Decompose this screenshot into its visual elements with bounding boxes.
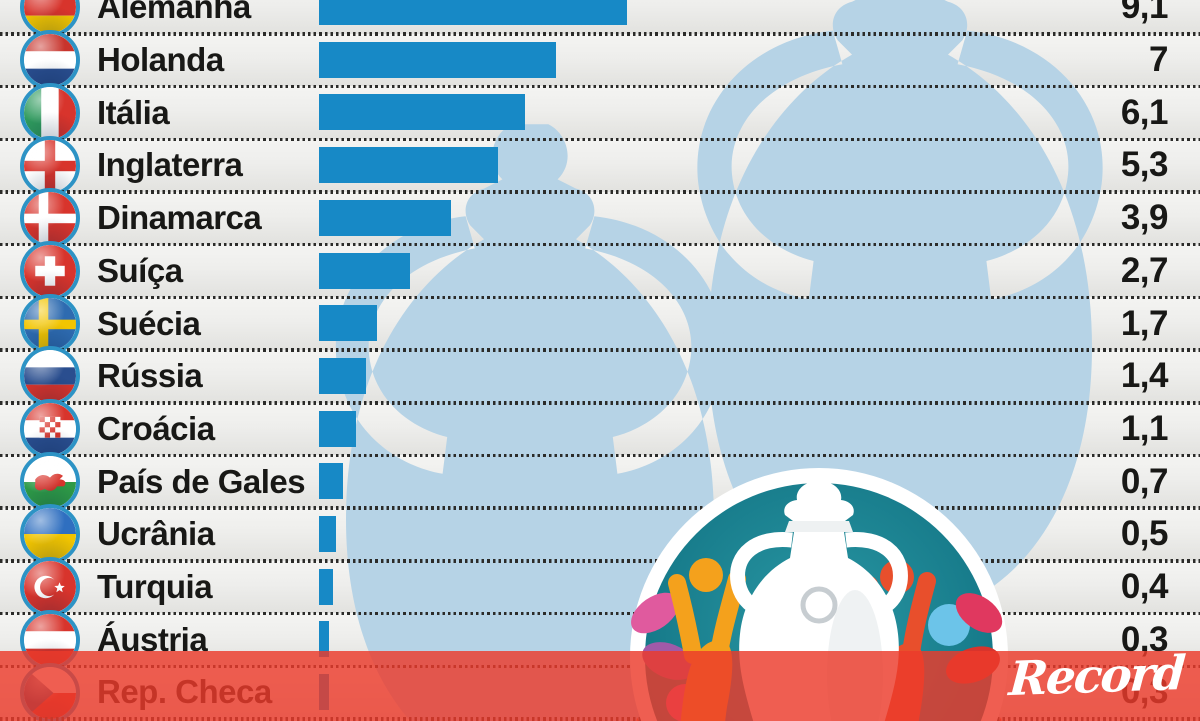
flag-sweden-icon [20,293,80,354]
value-bar [319,463,343,500]
flag-england-icon [20,135,80,196]
table-row: Itália 6,1 [0,82,1200,143]
table-row: Dinamarca 3,9 [0,188,1200,249]
table-row: Croácia 1,1 [0,399,1200,459]
table-row: Ucrânia 0,5 [0,504,1200,565]
flag-turkey-icon [20,557,80,618]
value-label: 1,7 [1120,303,1169,343]
value-bar [319,357,367,394]
record-logo: Record [1007,645,1186,708]
value-label: 1,4 [1120,356,1169,396]
table-row: País de Gales 0,7 [0,451,1200,512]
value-bar [319,147,499,184]
value-bar [319,199,451,236]
value-bar [319,94,526,131]
country-label: Suécia [97,304,201,342]
value-label: 0,7 [1120,461,1169,501]
flag-switzerland-icon [20,240,80,301]
flag-wales-icon [20,451,80,512]
value-bar [319,568,333,605]
flag-ukraine-icon [20,504,80,565]
table-row: Inglaterra 5,3 [0,135,1200,196]
flag-denmark-icon [20,188,80,249]
value-label: 2,7 [1120,250,1169,290]
table-row: Holanda 7 [0,30,1200,91]
country-label: Itália [97,93,170,131]
value-bar [319,516,336,552]
value-bar [319,305,377,342]
country-label: Dinamarca [97,199,262,237]
country-label: País de Gales [97,462,306,500]
value-label: 3,9 [1120,198,1169,238]
table-row: Suíça 2,7 [0,240,1200,301]
value-bar [319,252,411,289]
country-label: Ucrânia [97,515,215,553]
table-row: Suécia 1,7 [0,293,1200,354]
table-row: Alemanha 9,1 [0,0,1200,38]
country-label: Inglaterra [97,146,243,184]
value-label: 5,3 [1120,145,1169,185]
value-bar [319,621,330,658]
value-label: 9,1 [1120,0,1169,27]
value-bar [319,41,556,78]
table-row: Turquia 0,4 [0,557,1200,618]
value-label: 1,1 [1120,408,1169,448]
value-bar [319,0,627,25]
flag-croatia-icon [20,399,80,459]
value-label: 7 [1149,40,1168,80]
country-label: Alemanha [97,0,251,26]
value-label: 0,5 [1120,514,1169,554]
country-label: Croácia [97,409,215,447]
country-label: Holanda [97,41,224,79]
country-label: Suíça [97,251,183,289]
value-bar [319,410,357,447]
country-label: Rússia [97,357,203,395]
flag-italy-icon [20,82,80,143]
flag-russia-icon [20,346,80,407]
table-row: Rússia 1,4 [0,346,1200,407]
value-label: 0,4 [1120,567,1169,607]
flag-netherlands-icon [20,30,80,91]
value-label: 6,1 [1120,92,1169,132]
footer-banner: Record [0,646,1200,721]
country-label: Turquia [97,568,213,606]
